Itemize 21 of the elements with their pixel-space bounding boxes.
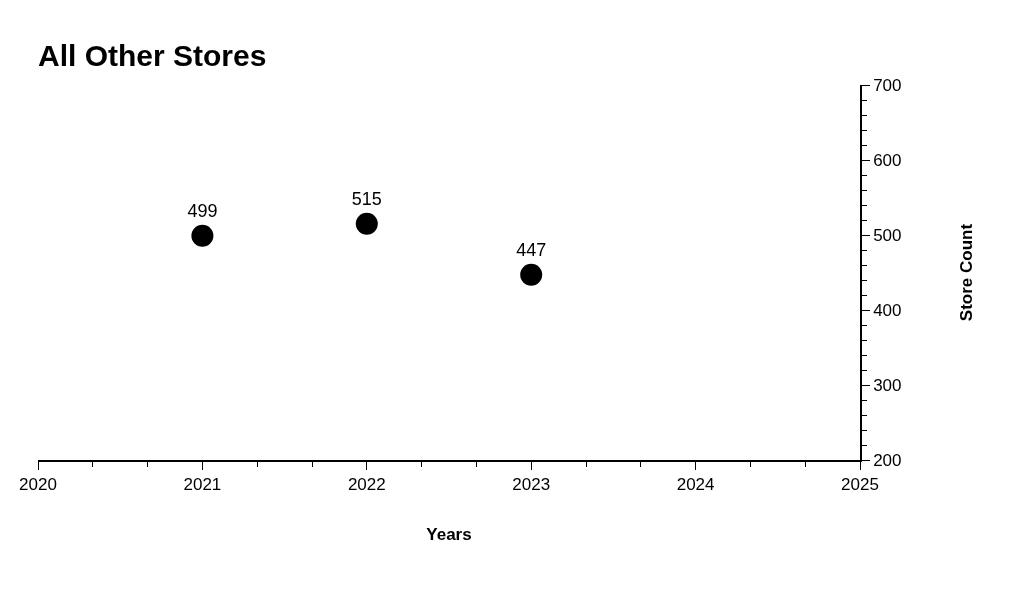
x-tick-label: 2023 (512, 475, 551, 495)
x-tick-label: 2024 (676, 475, 715, 495)
x-tick-label: 2025 (841, 475, 879, 495)
point (355, 212, 378, 235)
data-label: 515 (351, 188, 382, 209)
x-tick-label: 2020 (19, 475, 57, 495)
y-tick-label: 700 (873, 75, 902, 95)
y-tick-label: 600 (873, 150, 902, 170)
y-tick-label: 300 (873, 375, 902, 395)
y-axis-title: Store Count (957, 223, 977, 322)
x-tick-label: 2021 (183, 475, 222, 495)
y-tick-label: 400 (873, 300, 902, 320)
y-tick-label: 500 (873, 225, 902, 245)
y-tick-label: 200 (873, 450, 902, 470)
point (191, 224, 214, 247)
x-axis-title: Years (426, 525, 472, 545)
data-label: 447 (516, 239, 547, 260)
point (520, 263, 543, 286)
chart-title: All Other Stores (38, 38, 267, 72)
data-label: 499 (187, 200, 218, 221)
x-tick-label: 2022 (347, 475, 386, 495)
